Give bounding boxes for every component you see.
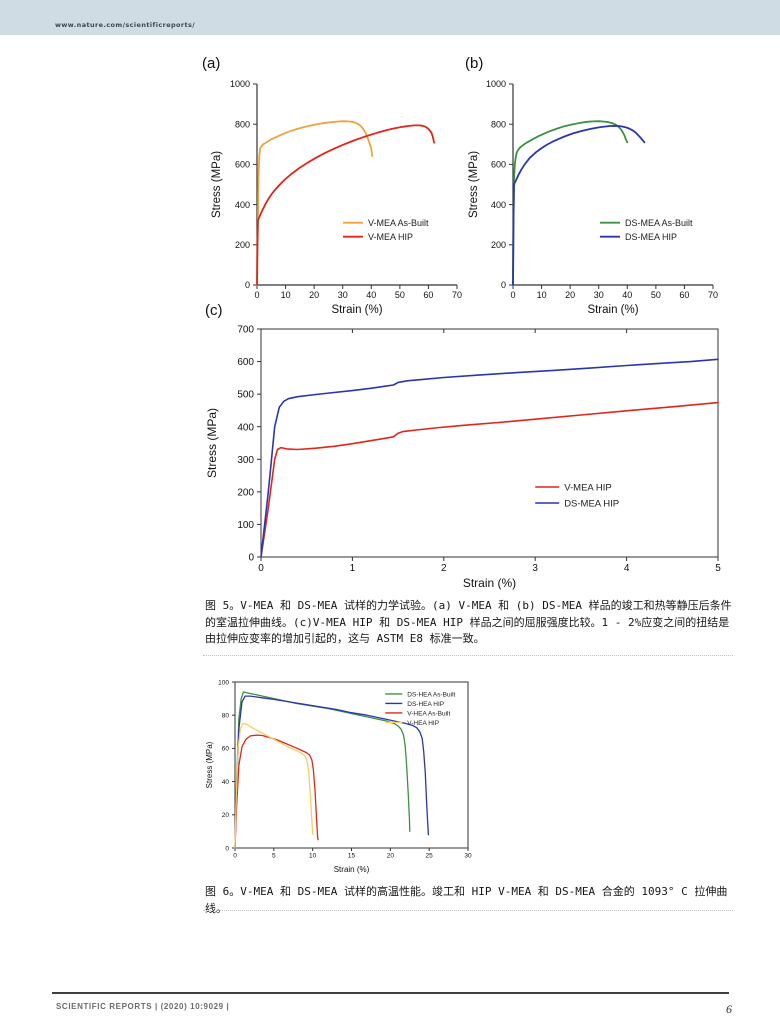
svg-text:20: 20 <box>222 812 230 819</box>
svg-text:30: 30 <box>594 290 604 300</box>
svg-text:V-HEA HIP: V-HEA HIP <box>407 720 439 727</box>
svg-text:20: 20 <box>387 853 395 860</box>
svg-text:400: 400 <box>237 422 254 433</box>
svg-text:3: 3 <box>532 563 538 574</box>
footer-rule <box>52 992 729 994</box>
svg-text:40: 40 <box>222 779 230 786</box>
svg-text:0: 0 <box>254 290 259 300</box>
svg-text:400: 400 <box>491 200 506 210</box>
figure6-caption: 图 6。V-MEA 和 DS-MEA 试样的高温性能。竣工和 HIP V-MEA… <box>205 885 728 915</box>
site-url-text: www.nature.com/scientificreports/ <box>55 21 196 29</box>
section-divider-2 <box>203 910 733 911</box>
svg-text:20: 20 <box>309 290 319 300</box>
svg-text:0: 0 <box>245 280 250 290</box>
svg-text:800: 800 <box>235 119 250 129</box>
svg-text:Strain (%): Strain (%) <box>463 576 516 590</box>
svg-text:60: 60 <box>222 746 230 753</box>
svg-text:200: 200 <box>235 240 250 250</box>
svg-text:100: 100 <box>237 520 254 531</box>
svg-text:10: 10 <box>281 290 291 300</box>
svg-text:400: 400 <box>235 200 250 210</box>
svg-text:1000: 1000 <box>486 79 506 89</box>
chart-figure6: 0 5 10 15 20 25 30 0 20 40 60 80 100 Strain (%) Stress… <box>205 675 480 875</box>
svg-text:40: 40 <box>622 290 632 300</box>
svg-text:5: 5 <box>272 853 276 860</box>
panel-label-a: (a) <box>202 55 221 72</box>
chart-b: (b) 0 10 20 30 40 50 60 70 0 200 400 600 800 1000 Stra… <box>458 55 726 316</box>
svg-text:50: 50 <box>651 290 661 300</box>
svg-text:70: 70 <box>708 290 718 300</box>
svg-text:0: 0 <box>258 563 264 574</box>
svg-text:Stress (MPa): Stress (MPa) <box>211 151 223 218</box>
svg-text:60: 60 <box>423 290 433 300</box>
svg-text:Stress (MPa): Stress (MPa) <box>468 151 480 218</box>
svg-text:80: 80 <box>222 713 230 720</box>
svg-text:Stress (MPa): Stress (MPa) <box>205 408 219 478</box>
panel-label-b: (b) <box>465 55 484 72</box>
svg-text:10: 10 <box>309 853 317 860</box>
svg-text:V-MEA HIP: V-MEA HIP <box>564 482 612 493</box>
journal-citation: SCIENTIFIC REPORTS | (2020) 10:9029 | <box>56 1002 230 1011</box>
svg-text:5: 5 <box>715 563 721 574</box>
svg-text:600: 600 <box>491 160 506 170</box>
svg-text:0: 0 <box>501 280 506 290</box>
svg-text:V-HEA As-Built: V-HEA As-Built <box>407 710 450 717</box>
svg-text:200: 200 <box>491 240 506 250</box>
svg-text:DS-MEA HIP: DS-MEA HIP <box>564 498 619 509</box>
svg-text:70: 70 <box>452 290 462 300</box>
chart-a: (a) 0 10 20 30 40 50 60 70 0 200 400 600 800 1000 Stra… <box>200 55 468 316</box>
svg-text:700: 700 <box>237 325 254 336</box>
section-divider <box>203 655 733 656</box>
svg-text:DS-HEA HIP: DS-HEA HIP <box>407 701 444 708</box>
svg-text:2: 2 <box>441 563 447 574</box>
svg-text:10: 10 <box>537 290 547 300</box>
svg-text:1000: 1000 <box>230 79 250 89</box>
svg-text:50: 50 <box>395 290 405 300</box>
svg-text:200: 200 <box>237 487 254 498</box>
svg-text:DS-HEA As-Built: DS-HEA As-Built <box>407 691 455 698</box>
panel-label-c: (c) <box>205 302 223 319</box>
svg-text:30: 30 <box>338 290 348 300</box>
svg-text:4: 4 <box>624 563 630 574</box>
svg-text:DS-MEA As-Built: DS-MEA As-Built <box>625 218 693 228</box>
header-band: www.nature.com/scientificreports/ <box>0 0 780 35</box>
svg-text:600: 600 <box>237 357 254 368</box>
svg-text:V-MEA HIP: V-MEA HIP <box>368 232 413 242</box>
svg-text:Strain (%): Strain (%) <box>587 304 638 316</box>
svg-text:V-MEA As-Built: V-MEA As-Built <box>368 218 429 228</box>
svg-text:Strain (%): Strain (%) <box>334 865 370 874</box>
svg-text:40: 40 <box>366 290 376 300</box>
figure5-caption: 图 5。V-MEA 和 DS-MEA 试样的力学试验。(a) V-MEA 和 (… <box>205 599 732 645</box>
svg-text:600: 600 <box>235 160 250 170</box>
svg-text:DS-MEA HIP: DS-MEA HIP <box>625 232 677 242</box>
chart-c: (c) 0 1 2 3 4 5 0 100 200 300 400 500 600 700 Strain (… <box>205 300 735 590</box>
svg-text:1: 1 <box>350 563 356 574</box>
svg-text:500: 500 <box>237 390 254 401</box>
svg-text:Strain (%): Strain (%) <box>331 304 382 316</box>
svg-text:Stress (MPa): Stress (MPa) <box>205 741 214 788</box>
svg-text:15: 15 <box>348 853 356 860</box>
svg-text:30: 30 <box>464 853 472 860</box>
svg-text:0: 0 <box>225 845 229 852</box>
svg-text:25: 25 <box>426 853 434 860</box>
svg-text:800: 800 <box>491 119 506 129</box>
svg-text:100: 100 <box>218 679 229 686</box>
page-number: 6 <box>726 1002 732 1016</box>
svg-text:300: 300 <box>237 455 254 466</box>
svg-text:0: 0 <box>248 553 254 564</box>
svg-text:60: 60 <box>679 290 689 300</box>
svg-text:0: 0 <box>510 290 515 300</box>
svg-text:20: 20 <box>565 290 575 300</box>
svg-text:0: 0 <box>233 853 237 860</box>
